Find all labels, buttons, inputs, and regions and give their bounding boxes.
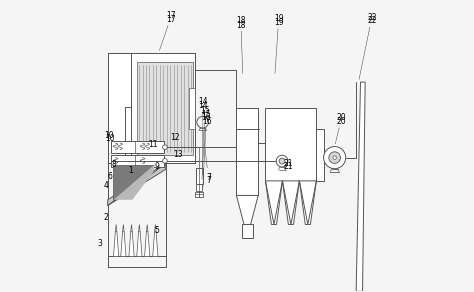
Text: 2: 2 [103,213,108,222]
Text: 22: 22 [368,16,377,25]
Bar [189,88,195,128]
Text: 19: 19 [274,18,283,27]
Text: 13: 13 [173,150,183,159]
Text: 10: 10 [106,134,115,143]
Circle shape [329,152,340,164]
Bar [316,128,325,181]
Circle shape [333,156,337,159]
Circle shape [276,155,288,167]
Text: 15: 15 [201,106,210,180]
Polygon shape [237,195,258,225]
Bar [265,108,316,181]
Bar [137,62,193,155]
Text: 16: 16 [201,113,211,188]
Text: 21: 21 [283,162,293,171]
Bar [108,53,195,164]
Polygon shape [123,225,124,232]
Polygon shape [115,225,117,232]
Polygon shape [129,232,134,256]
Polygon shape [137,232,142,256]
Bar [237,108,258,195]
Polygon shape [145,232,150,256]
Text: 8: 8 [111,160,116,169]
Text: 17: 17 [166,15,175,24]
Bar [195,192,203,197]
Text: 12: 12 [170,133,180,142]
Polygon shape [131,225,132,232]
Text: 22: 22 [359,13,377,79]
Text: 1: 1 [128,166,133,175]
Text: 18: 18 [236,16,246,74]
Polygon shape [153,232,158,256]
Text: 20: 20 [337,117,346,126]
Text: 10: 10 [104,131,114,140]
Polygon shape [265,181,283,225]
Circle shape [163,159,167,163]
Polygon shape [121,232,126,256]
Polygon shape [108,164,166,206]
Bar [110,141,164,153]
Text: 19: 19 [274,14,283,74]
Text: 3: 3 [97,239,102,248]
Bar [196,168,203,184]
Text: 21: 21 [283,159,293,168]
Polygon shape [283,181,300,225]
Polygon shape [113,165,154,200]
Polygon shape [138,225,140,232]
Polygon shape [113,232,118,256]
Text: 7: 7 [207,176,211,185]
Text: 14: 14 [198,98,208,175]
Bar [110,155,164,167]
Text: 4: 4 [103,181,108,190]
Text: 14: 14 [199,101,208,110]
Text: 5: 5 [154,226,159,235]
Polygon shape [356,82,365,291]
Circle shape [279,158,285,164]
Text: 11: 11 [148,140,158,149]
Circle shape [324,147,346,169]
Polygon shape [300,181,316,225]
Polygon shape [146,225,148,232]
Text: 9: 9 [154,162,159,171]
Text: 15: 15 [201,110,211,119]
Text: 6: 6 [108,172,112,181]
Polygon shape [155,225,156,232]
Text: 7: 7 [203,131,211,182]
Text: 17: 17 [159,11,176,51]
Text: 18: 18 [236,21,246,30]
Circle shape [197,116,209,128]
Circle shape [163,145,167,150]
Polygon shape [113,165,154,200]
Bar [196,184,201,191]
Text: 20: 20 [335,113,346,144]
Text: 16: 16 [202,117,212,126]
Bar [242,224,253,238]
